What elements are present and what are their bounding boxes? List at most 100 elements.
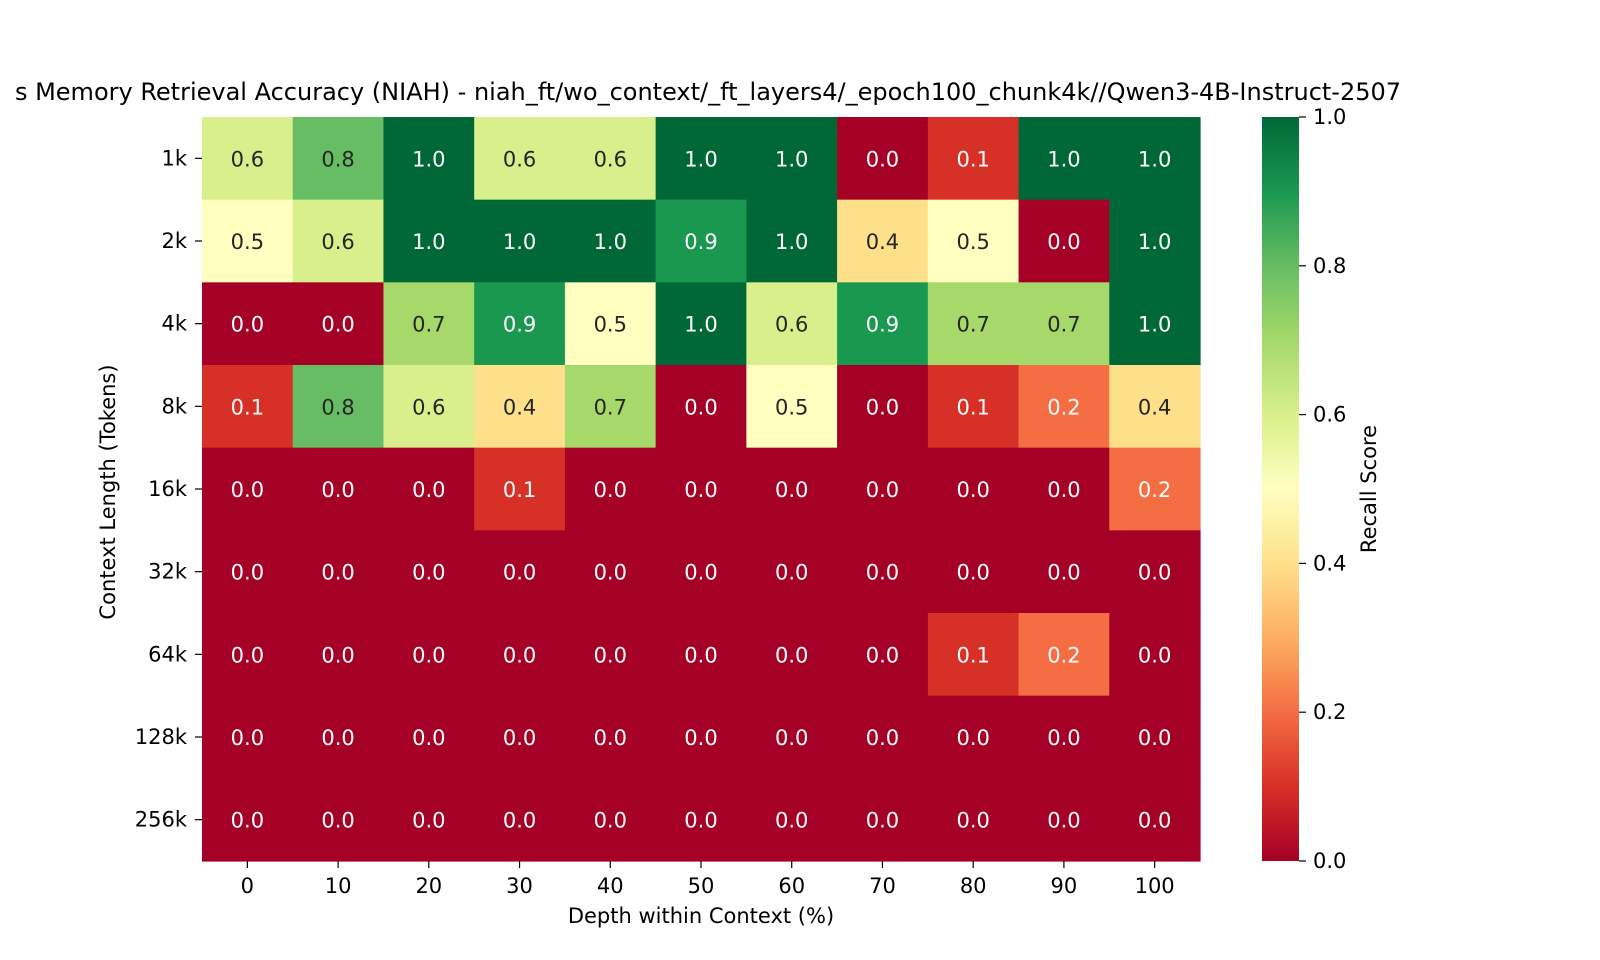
cell-value-label: 0.1 bbox=[956, 147, 989, 171]
heatmap-cell bbox=[655, 282, 747, 366]
heatmap-cell bbox=[1018, 117, 1110, 201]
cell-value-label: 0.6 bbox=[594, 147, 627, 171]
heatmap-cell bbox=[746, 447, 838, 531]
x-tick-label: 0 bbox=[241, 874, 254, 898]
heatmap-cell bbox=[655, 365, 747, 449]
heatmap-cell bbox=[927, 447, 1020, 531]
heatmap-cell bbox=[1018, 530, 1110, 614]
x-tick-label: 10 bbox=[325, 874, 352, 898]
colorbar-tick-label: 0.8 bbox=[1313, 254, 1346, 278]
x-tick-label: 80 bbox=[960, 874, 987, 898]
cell-value-label: 1.0 bbox=[684, 147, 717, 171]
cell-value-label: 0.5 bbox=[594, 313, 627, 337]
y-tick-label: 4k bbox=[161, 312, 187, 336]
heatmap-cell bbox=[474, 199, 566, 283]
colorbar-ticks: 0.0 0.2 0.4 0.6 0.8 1.0 bbox=[1299, 105, 1346, 873]
cell-value-label: 0.0 bbox=[956, 478, 989, 502]
heatmap-cell bbox=[837, 530, 929, 614]
heatmap-cell bbox=[746, 365, 838, 449]
y-tick-label: 64k bbox=[148, 642, 188, 666]
cell-value-label: 0.0 bbox=[775, 726, 808, 750]
heatmap-cell bbox=[927, 117, 1020, 201]
heatmap-cell bbox=[202, 447, 294, 531]
heatmap-cell bbox=[474, 365, 566, 449]
heatmap-cell bbox=[1018, 447, 1110, 531]
cell-value-label: 0.5 bbox=[956, 230, 989, 254]
cell-value-label: 1.0 bbox=[412, 230, 445, 254]
cell-value-label: 0.0 bbox=[321, 809, 354, 833]
cell-value-label: 0.0 bbox=[684, 561, 717, 585]
y-tick-label: 256k bbox=[135, 808, 188, 832]
y-tick-label: 2k bbox=[161, 229, 187, 253]
heatmap-cell bbox=[564, 282, 657, 366]
cell-value-label: 0.0 bbox=[1047, 478, 1080, 502]
heatmap-cell bbox=[202, 695, 294, 779]
x-tick-label: 50 bbox=[688, 874, 715, 898]
cell-value-label: 0.0 bbox=[956, 809, 989, 833]
cell-value-label: 1.0 bbox=[1138, 147, 1171, 171]
cell-value-label: 0.0 bbox=[684, 643, 717, 667]
heatmap-cell bbox=[837, 447, 929, 531]
heatmap-cell bbox=[837, 117, 929, 201]
cell-value-label: 0.0 bbox=[231, 809, 264, 833]
cell-value-label: 0.0 bbox=[321, 726, 354, 750]
heatmap-cell bbox=[383, 282, 475, 366]
heatmap-cell bbox=[746, 199, 838, 283]
cell-value-label: 0.6 bbox=[775, 313, 808, 337]
cell-value-label: 0.0 bbox=[775, 809, 808, 833]
heatmap-cell bbox=[292, 117, 385, 201]
cell-value-label: 0.0 bbox=[594, 726, 627, 750]
cell-value-label: 0.6 bbox=[412, 395, 445, 419]
heatmap-cell bbox=[837, 613, 929, 697]
colorbar-tick-label: 1.0 bbox=[1313, 105, 1346, 129]
cell-value-label: 0.2 bbox=[1138, 478, 1171, 502]
heatmap-cell bbox=[202, 117, 294, 201]
heatmap-cell bbox=[927, 199, 1020, 283]
cell-value-label: 0.0 bbox=[684, 726, 717, 750]
heatmap-cell bbox=[746, 695, 838, 779]
cell-value-label: 0.0 bbox=[684, 395, 717, 419]
heatmap-cell bbox=[1018, 199, 1110, 283]
cell-value-label: 0.0 bbox=[866, 147, 899, 171]
cell-value-label: 0.0 bbox=[684, 809, 717, 833]
heatmap-cell bbox=[927, 778, 1020, 862]
x-tick-label: 70 bbox=[869, 874, 896, 898]
heatmap-cell bbox=[292, 447, 385, 531]
cell-value-label: 0.0 bbox=[866, 643, 899, 667]
heatmap-cell bbox=[564, 447, 657, 531]
cell-value-label: 0.0 bbox=[775, 478, 808, 502]
colorbar-tick-label: 0.6 bbox=[1313, 403, 1346, 427]
cell-value-label: 0.0 bbox=[866, 478, 899, 502]
y-axis-label: Context Length (Tokens) bbox=[96, 364, 120, 619]
x-tick-label: 30 bbox=[506, 874, 533, 898]
heatmap-cell bbox=[474, 530, 566, 614]
heatmap-cell bbox=[746, 778, 838, 862]
x-tick-label: 20 bbox=[415, 874, 442, 898]
heatmap-cell bbox=[927, 613, 1020, 697]
cell-value-label: 0.0 bbox=[956, 561, 989, 585]
cell-value-label: 1.0 bbox=[1047, 147, 1080, 171]
cell-value-label: 0.0 bbox=[503, 809, 536, 833]
heatmap-cell-labels: 0.6 0.8 1.0 0.6 0.6 1.0 1.0 0.0 0.1 1.0 1.0 0.5 0.6 1… bbox=[231, 147, 1172, 832]
heatmap-cell bbox=[1109, 199, 1201, 283]
y-tick-label: 32k bbox=[148, 560, 188, 584]
cell-value-label: 0.0 bbox=[231, 561, 264, 585]
cell-value-label: 0.0 bbox=[1138, 809, 1171, 833]
heatmap-cell bbox=[927, 282, 1020, 366]
cell-value-label: 0.0 bbox=[594, 561, 627, 585]
cell-value-label: 0.1 bbox=[503, 478, 536, 502]
chart-title: s Memory Retrieval Accuracy (NIAH) - nia… bbox=[15, 78, 1401, 106]
heatmap-cell bbox=[202, 199, 294, 283]
cell-value-label: 0.0 bbox=[1138, 561, 1171, 585]
cell-value-label: 0.2 bbox=[1047, 643, 1080, 667]
heatmap-cell bbox=[655, 695, 747, 779]
heatmap-cell bbox=[837, 199, 929, 283]
cell-value-label: 0.0 bbox=[594, 643, 627, 667]
cell-value-label: 0.0 bbox=[594, 809, 627, 833]
x-tick-label: 60 bbox=[778, 874, 805, 898]
cell-value-label: 0.0 bbox=[321, 313, 354, 337]
colorbar-label: Recall Score bbox=[1357, 425, 1381, 553]
heatmap-cell bbox=[202, 365, 294, 449]
y-tick-label: 16k bbox=[148, 477, 188, 501]
